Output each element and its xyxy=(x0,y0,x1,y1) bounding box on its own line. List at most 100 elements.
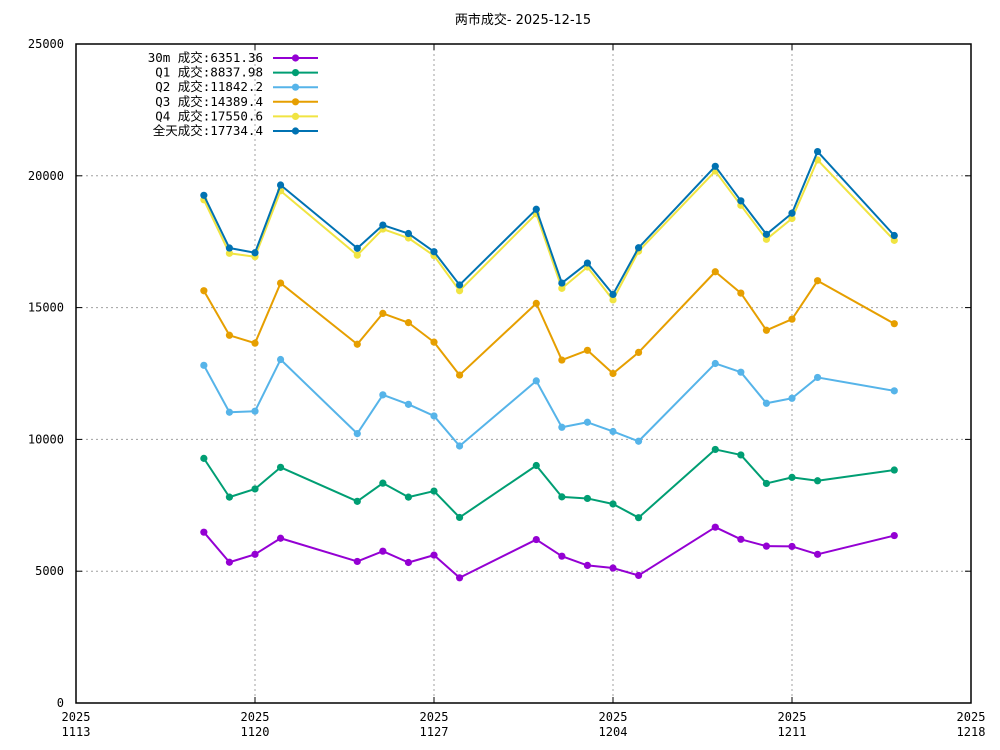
data-point xyxy=(558,356,566,364)
x-tick-label-date: 1113 xyxy=(62,725,91,739)
data-point xyxy=(532,205,540,213)
data-point xyxy=(430,551,438,559)
y-tick-label: 15000 xyxy=(28,301,64,315)
data-point xyxy=(890,231,898,240)
data-point xyxy=(609,369,617,378)
data-point xyxy=(788,542,796,551)
data-point xyxy=(455,513,464,522)
data-point xyxy=(532,461,540,470)
series-line xyxy=(203,448,895,519)
y-tick-label: 25000 xyxy=(28,37,64,51)
series-line xyxy=(202,270,895,377)
data-point xyxy=(276,355,285,364)
data-point xyxy=(353,244,361,252)
x-tick-label-year: 2025 xyxy=(778,710,807,724)
x-tick-label-date: 1127 xyxy=(420,725,449,739)
legend-swatch-point xyxy=(291,98,300,106)
data-point xyxy=(634,514,643,522)
legend-label: 30m 成交:6351.36 xyxy=(148,50,263,65)
data-point xyxy=(276,534,285,542)
data-point xyxy=(813,373,822,382)
data-point xyxy=(788,214,796,223)
legend-swatch-point xyxy=(291,112,300,120)
data-point xyxy=(583,494,592,503)
data-point xyxy=(813,550,822,558)
x-tick-label-date: 1204 xyxy=(599,725,628,739)
axes: 0500010000150002000025000202511132025112… xyxy=(28,37,986,739)
y-tick-label: 10000 xyxy=(28,432,64,446)
data-point xyxy=(762,326,771,334)
data-point xyxy=(455,371,464,379)
data-point xyxy=(200,361,208,369)
x-tick-label-year: 2025 xyxy=(420,710,449,724)
x-tick-label-date: 1218 xyxy=(957,725,986,739)
data-point xyxy=(609,290,617,299)
data-point xyxy=(609,296,617,304)
data-point xyxy=(251,339,259,347)
data-point xyxy=(737,451,745,459)
data-point xyxy=(634,244,643,252)
data-point xyxy=(788,394,796,402)
data-point xyxy=(788,209,796,217)
data-point xyxy=(251,407,259,415)
plot-frame xyxy=(75,43,972,704)
data-point xyxy=(609,564,617,572)
data-point xyxy=(788,473,796,481)
data-point xyxy=(788,315,796,323)
data-point xyxy=(225,493,234,501)
data-point xyxy=(404,319,413,327)
x-tick-label-year: 2025 xyxy=(62,710,91,724)
data-point xyxy=(276,279,285,287)
data-point xyxy=(404,558,413,567)
series-0 xyxy=(200,523,898,582)
data-point xyxy=(455,574,464,582)
data-point xyxy=(225,408,234,416)
data-point xyxy=(200,454,208,462)
x-tick-label-year: 2025 xyxy=(957,710,986,724)
data-point xyxy=(762,230,771,238)
data-point xyxy=(225,244,234,252)
data-point xyxy=(634,571,643,580)
legend-swatch-point xyxy=(291,69,300,77)
data-point xyxy=(813,277,822,285)
data-point xyxy=(225,558,234,566)
data-point xyxy=(455,442,464,450)
grid xyxy=(76,44,971,703)
data-point xyxy=(430,338,438,346)
data-point xyxy=(558,423,566,431)
data-point xyxy=(379,221,387,229)
legend-label: Q1 成交:8837.98 xyxy=(155,65,263,80)
data-point xyxy=(609,427,617,436)
data-point xyxy=(430,248,438,256)
data-point xyxy=(634,437,643,445)
data-point xyxy=(558,284,566,292)
data-point xyxy=(634,348,643,357)
legend-label: Q3 成交:14389.4 xyxy=(155,94,263,109)
legend-label: Q2 成交:11842.2 xyxy=(155,79,263,94)
series-2 xyxy=(200,355,898,450)
data-point xyxy=(737,535,745,543)
data-point xyxy=(762,399,771,407)
data-point xyxy=(737,197,745,205)
series-line xyxy=(203,526,895,579)
data-point xyxy=(711,268,719,276)
series-line xyxy=(202,158,896,301)
y-tick-label: 0 xyxy=(57,696,64,710)
legend-swatch-point xyxy=(291,54,300,62)
data-point xyxy=(276,181,285,189)
data-point xyxy=(532,535,540,544)
series-line xyxy=(202,358,895,447)
legend-label: 全天成交:17734.4 xyxy=(153,123,263,138)
legend-label: Q4 成交:17550.6 xyxy=(155,108,263,123)
data-point xyxy=(711,445,719,454)
data-point xyxy=(737,289,745,297)
data-point xyxy=(737,368,745,376)
y-tick-label: 20000 xyxy=(28,169,64,183)
data-point xyxy=(762,479,771,488)
data-point xyxy=(430,487,438,495)
data-point xyxy=(558,279,566,287)
data-point xyxy=(890,531,898,540)
chart-title: 两市成交- 2025-12-15 xyxy=(455,12,591,28)
data-point xyxy=(558,552,566,560)
